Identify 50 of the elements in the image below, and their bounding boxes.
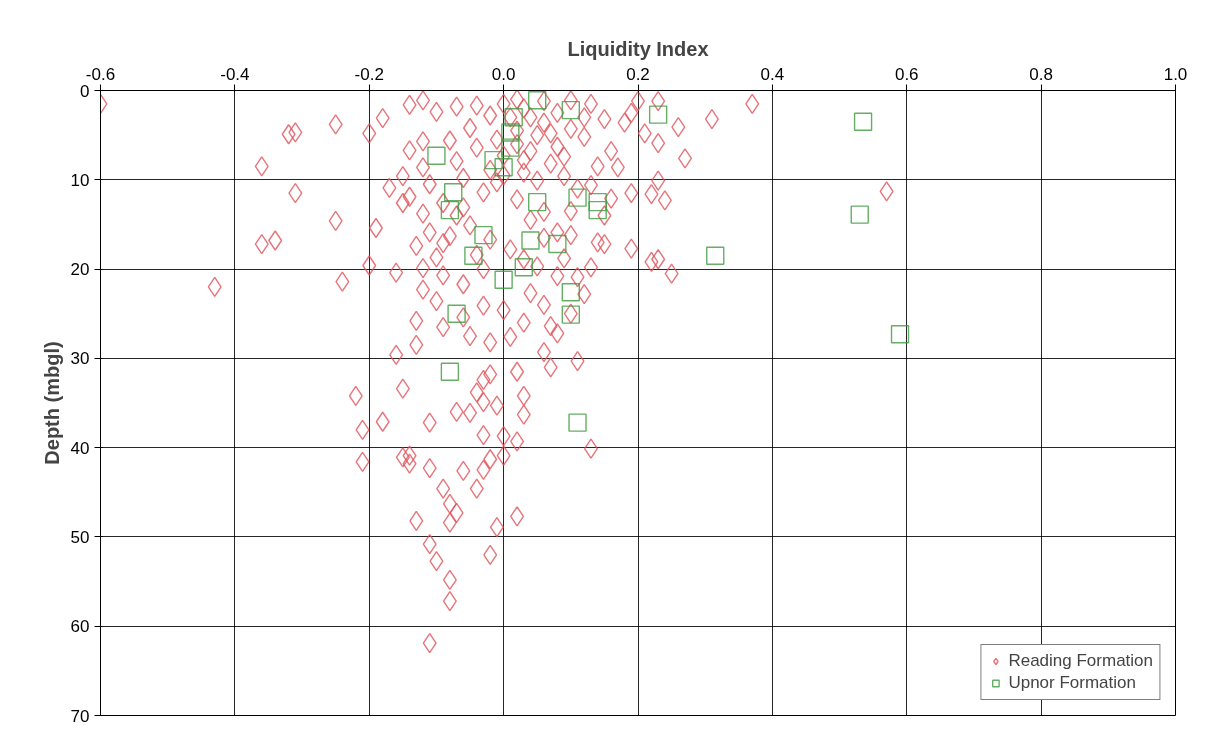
point	[568, 413, 587, 432]
y-tick-label: 20	[70, 260, 90, 280]
point	[521, 231, 540, 250]
y-tick-label: 60	[70, 617, 90, 637]
point	[514, 258, 533, 277]
point	[588, 192, 607, 212]
point	[850, 205, 869, 224]
point	[706, 246, 725, 265]
point	[528, 91, 547, 110]
x-axis-title: Liquidity Index	[567, 37, 709, 60]
point	[440, 200, 460, 220]
point	[528, 192, 547, 212]
point	[484, 150, 503, 170]
point	[444, 183, 463, 202]
point	[853, 112, 873, 131]
point	[494, 158, 513, 177]
point	[501, 138, 520, 157]
point	[588, 200, 607, 220]
point	[474, 225, 493, 245]
x-tick-label: -0.4	[220, 64, 250, 84]
point	[504, 108, 523, 127]
x-tick-label: -0.2	[354, 64, 384, 84]
x-tick-label: 0.8	[1029, 64, 1053, 84]
y-tick-label: 30	[70, 349, 90, 369]
point	[561, 283, 581, 302]
legend-label: Reading Formation	[1008, 651, 1153, 671]
x-tick-label: -0.6	[85, 64, 116, 84]
point	[890, 325, 910, 344]
y-tick-label: 0	[80, 81, 90, 101]
point	[648, 105, 668, 124]
y-tick-label: 70	[70, 706, 90, 726]
x-tick-label: 0.4	[760, 64, 785, 84]
x-tick-label: 0.0	[491, 64, 516, 84]
x-tick-label: 0.2	[626, 64, 650, 84]
point	[568, 188, 587, 207]
point	[464, 246, 483, 265]
point	[440, 362, 460, 381]
point	[494, 270, 513, 289]
point	[427, 146, 446, 165]
point	[561, 100, 581, 120]
y-axis-title: Depth (mbgl)	[40, 341, 63, 465]
x-tick-label: 0.6	[894, 64, 919, 84]
y-tick-label: 40	[70, 438, 90, 458]
point	[548, 234, 567, 254]
y-tick-label: 10	[70, 170, 90, 190]
x-tick-label: 1.0	[1163, 64, 1188, 84]
legend-label: Upnor Formation	[1008, 673, 1136, 693]
point	[501, 123, 520, 142]
y-tick-label: 50	[70, 527, 90, 547]
point	[447, 304, 466, 323]
